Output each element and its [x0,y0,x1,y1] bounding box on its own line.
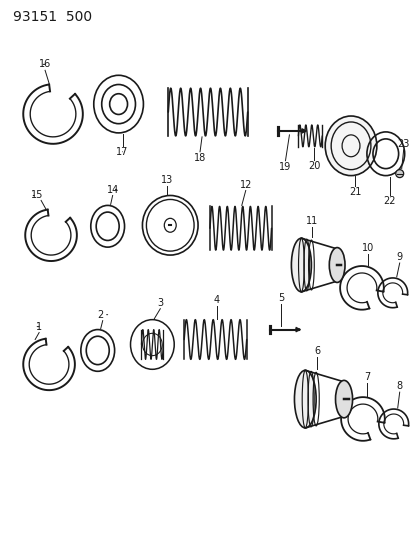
Ellipse shape [294,370,316,428]
Text: 21: 21 [348,187,360,197]
Text: 9: 9 [396,252,402,262]
Ellipse shape [330,122,370,169]
Text: 13: 13 [161,175,173,184]
Text: 11: 11 [306,216,318,227]
Text: 14: 14 [106,184,119,195]
Text: 5: 5 [278,293,284,303]
Text: 19: 19 [279,161,291,172]
Text: 20: 20 [307,160,320,171]
Circle shape [395,169,403,177]
Ellipse shape [291,238,311,292]
Ellipse shape [328,247,344,282]
Text: 3: 3 [157,298,163,308]
Text: 23: 23 [396,139,409,149]
Ellipse shape [325,116,376,175]
Text: 17: 17 [116,147,128,157]
Text: 8: 8 [396,381,402,391]
Text: 7: 7 [363,372,369,382]
Text: 12: 12 [239,180,252,190]
Text: 15: 15 [31,190,43,200]
Ellipse shape [335,381,352,418]
Text: 16: 16 [39,59,51,69]
Text: 93151  500: 93151 500 [13,10,92,24]
Text: 2: 2 [97,310,107,320]
Text: 18: 18 [193,153,206,163]
Text: 22: 22 [382,197,395,206]
Text: 10: 10 [361,243,373,253]
Text: 6: 6 [313,346,320,357]
Text: 1: 1 [36,321,42,332]
Text: 4: 4 [214,295,219,305]
